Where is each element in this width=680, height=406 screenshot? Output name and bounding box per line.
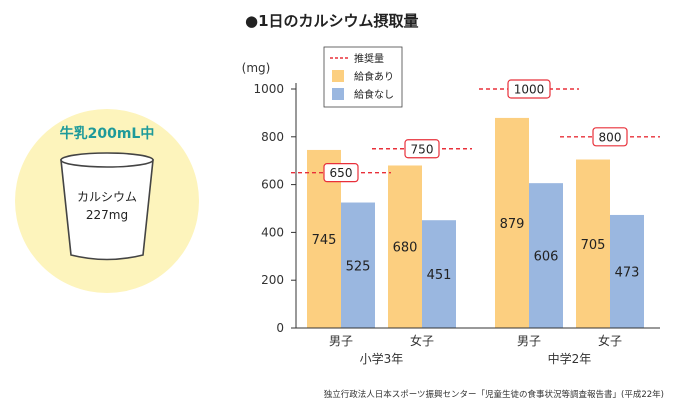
bar-value-label: 606 <box>534 250 559 265</box>
recommended-value-label: 750 <box>411 142 434 156</box>
y-axis: 0 200 400 600 800 1000 <box>253 82 297 335</box>
recommended-lines: 650 750 1000 800 <box>291 79 660 183</box>
cup-icon <box>60 159 154 261</box>
recommended-label-box <box>592 127 628 147</box>
recommended-label-box <box>507 79 551 99</box>
bar-without-lunch <box>529 183 563 328</box>
legend-label: 給食あり <box>354 70 394 83</box>
y-tick-label: 400 <box>261 225 284 239</box>
milk-cup-illustration: 牛乳200mL中 カルシウム 227mg <box>15 109 199 293</box>
recommended-value-label: 800 <box>599 130 622 144</box>
chart-title: ●1日のカルシウム摂取量 <box>245 12 419 30</box>
legend-swatch <box>332 70 344 82</box>
bar-value-label: 879 <box>500 217 525 232</box>
x-category-label: 男子 <box>517 334 541 348</box>
recommended-value-label: 1000 <box>514 83 545 97</box>
y-tick-label: 200 <box>261 273 284 287</box>
bar-value-label: 745 <box>312 233 337 248</box>
bar-with-lunch <box>576 159 610 328</box>
bars <box>307 117 644 328</box>
recommended-label-box <box>323 163 359 183</box>
bar-without-lunch <box>422 220 456 328</box>
bar-value-label: 680 <box>393 241 418 256</box>
y-tick-label: 0 <box>276 321 284 335</box>
x-group-label: 中学2年 <box>548 351 592 366</box>
bar-with-lunch <box>495 117 529 328</box>
y-tick-label: 800 <box>261 130 284 144</box>
y-tick-label: 600 <box>261 178 284 192</box>
bar-without-lunch <box>341 202 375 328</box>
source-note: 独立行政法人日本スポーツ振興センター「児童生徒の食事状況等調査報告書」(平成22… <box>324 389 664 400</box>
milk-cup-calcium-label: カルシウム <box>77 190 137 204</box>
cup-rim <box>60 152 154 168</box>
y-axis-unit-label: (mg) <box>242 61 271 75</box>
bar-value-label: 473 <box>615 265 640 280</box>
bar-value-label: 705 <box>581 238 606 253</box>
recommended-value-label: 650 <box>330 166 353 180</box>
x-group-label: 小学3年 <box>360 351 404 366</box>
legend-label: 推奨量 <box>354 52 384 65</box>
bar-value-label: 525 <box>346 259 371 274</box>
recommended-label-box <box>404 139 440 159</box>
milk-cup-calcium-amount: 227mg <box>86 208 128 222</box>
bar-value-label: 451 <box>427 268 452 283</box>
milk-cup-title: 牛乳200mL中 <box>60 125 155 142</box>
bar-without-lunch <box>610 214 644 328</box>
y-tick-label: 1000 <box>253 82 284 96</box>
bar-with-lunch <box>388 165 422 328</box>
legend-swatch <box>332 88 344 100</box>
x-category-label: 女子 <box>410 333 434 348</box>
value-labels: 745 680 879 705 525 451 606 473 <box>312 217 640 283</box>
legend-label: 給食なし <box>354 88 394 101</box>
x-category-label: 男子 <box>329 334 353 348</box>
x-category-label: 女子 <box>598 333 622 348</box>
